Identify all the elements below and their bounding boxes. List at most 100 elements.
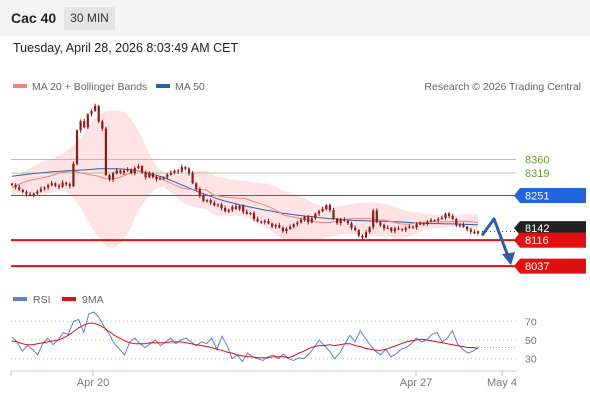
candle [151,173,154,177]
candle [90,110,93,115]
candle [187,168,191,174]
candle [368,227,371,233]
rsi-plot: 70 50 30 [11,311,537,366]
level-tag-8116-top [514,232,586,248]
ma50-legend-swatch [156,84,170,88]
candle [307,216,310,223]
level-tag-8037 [514,258,586,274]
candle [372,210,375,228]
candle [433,220,436,222]
candle [61,182,64,187]
candle [14,184,17,188]
candle [346,220,349,224]
candle [155,177,158,180]
candle [209,200,212,203]
rsi-tick-label: 30 [525,354,537,366]
candle [321,209,324,212]
candle [162,177,165,179]
candle [364,232,368,238]
candle [130,169,133,173]
candle [32,193,35,196]
candle [458,224,461,226]
candle [303,216,306,220]
rsi-legend-swatch [13,297,27,301]
level-tag-8251 [514,187,586,203]
x-axis-ticks: Apr 20 Apr 27 May 4 [10,371,517,389]
candle [115,170,118,174]
candle [108,175,111,180]
candle [466,226,469,230]
candle [205,200,209,202]
candle [379,222,382,226]
candle [122,170,126,173]
candle [173,170,176,173]
candle [271,223,274,227]
candle [112,173,115,180]
ma20-legend-swatch [13,84,27,88]
candle [444,213,447,218]
projection-arrow [480,217,510,257]
rsi-tick-label: 70 [525,316,537,328]
x-tick-label: May 4 [487,377,517,389]
candle [195,183,198,189]
candle [317,211,321,214]
candle [75,130,79,164]
candle [383,225,386,229]
candle [47,185,50,188]
level-label-8116-top: 8116 [525,235,549,247]
projection-arrowhead [502,252,515,266]
ma20-line [11,170,479,225]
ma50-legend-label: MA 50 [175,81,205,93]
timeframe-button[interactable]: 30 MIN [64,7,115,30]
candle [159,178,162,180]
level-label-8251: 8251 [525,190,549,202]
candle [451,216,454,219]
candle [224,208,227,212]
candle [166,174,169,178]
candle [462,224,465,227]
candle [455,218,458,226]
candle [184,167,187,169]
candle [28,194,32,196]
candle [314,213,317,219]
candle [292,224,295,227]
candle [119,170,122,173]
ma50-line [11,168,479,226]
candle [281,227,284,232]
candle [469,229,472,232]
candle [429,220,433,222]
candle [202,195,205,202]
candle [227,209,230,212]
candle [177,170,180,172]
rsi-line [11,311,479,363]
candle [54,183,57,186]
candle [397,228,400,230]
candle [101,121,104,129]
header-bar: Cac 40 30 MIN [0,0,590,36]
candle [18,187,21,190]
candle [36,191,39,194]
candle [86,114,89,128]
candle [65,182,68,185]
candle [21,189,24,192]
candle [426,221,429,224]
candle [133,168,136,174]
candle [97,105,100,122]
candle [50,183,53,186]
candle [354,227,357,231]
bollinger-band [12,110,478,248]
candle [10,183,14,185]
candle [245,211,248,214]
level-label-8360: 8360 [525,154,549,166]
candle [57,185,60,187]
candle [260,221,263,223]
rsi-legend-label: RSI [33,294,51,306]
candle [386,227,389,229]
candle [68,184,71,187]
candle [252,213,256,219]
candle [411,226,415,228]
candle [419,223,422,225]
candle [328,205,331,211]
